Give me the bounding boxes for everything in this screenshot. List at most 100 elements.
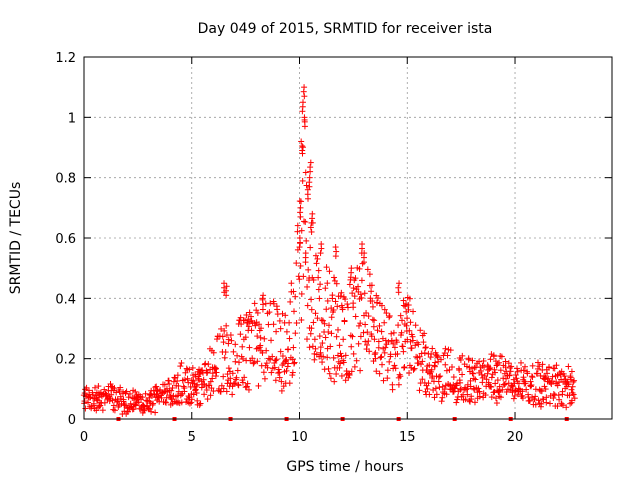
data-point bbox=[302, 218, 309, 225]
x-tick-label: 15 bbox=[399, 430, 416, 445]
data-point bbox=[378, 302, 385, 309]
data-point bbox=[548, 378, 555, 385]
data-point bbox=[240, 355, 247, 362]
data-point bbox=[512, 387, 519, 394]
data-point bbox=[359, 260, 366, 267]
data-point bbox=[200, 376, 207, 383]
data-point bbox=[287, 298, 294, 305]
data-point bbox=[497, 394, 504, 401]
data-point bbox=[315, 267, 322, 274]
data-point bbox=[266, 309, 273, 316]
data-point bbox=[452, 385, 459, 392]
data-point bbox=[231, 380, 238, 387]
data-point bbox=[513, 375, 520, 382]
data-point bbox=[326, 370, 333, 377]
data-point bbox=[223, 283, 230, 290]
data-point bbox=[401, 364, 408, 371]
data-point bbox=[444, 352, 451, 359]
y-tick-label: 0.6 bbox=[55, 232, 76, 247]
data-point bbox=[82, 405, 89, 412]
data-point bbox=[459, 371, 466, 378]
data-point bbox=[291, 359, 298, 366]
data-point bbox=[322, 285, 329, 292]
data-point bbox=[255, 382, 262, 389]
data-point bbox=[221, 327, 228, 334]
data-point bbox=[450, 374, 457, 381]
data-point bbox=[426, 391, 433, 398]
data-point bbox=[294, 228, 301, 235]
data-point bbox=[299, 108, 306, 115]
data-point bbox=[259, 349, 266, 356]
data-point bbox=[85, 399, 92, 406]
data-point bbox=[559, 391, 566, 398]
data-point bbox=[411, 365, 418, 372]
data-point bbox=[188, 399, 195, 406]
data-point bbox=[213, 369, 220, 376]
data-point bbox=[286, 335, 293, 342]
data-point bbox=[467, 377, 474, 384]
data-point bbox=[421, 330, 428, 337]
data-point bbox=[248, 313, 255, 320]
data-point bbox=[186, 366, 193, 373]
data-point bbox=[192, 386, 199, 393]
data-point bbox=[350, 350, 357, 357]
data-point bbox=[201, 391, 208, 398]
data-point bbox=[272, 377, 279, 384]
data-point bbox=[263, 360, 270, 367]
data-point bbox=[239, 379, 246, 386]
data-point bbox=[468, 393, 475, 400]
data-point bbox=[393, 339, 400, 346]
data-point bbox=[217, 388, 224, 395]
data-point bbox=[286, 319, 293, 326]
data-point bbox=[258, 325, 265, 332]
data-point bbox=[344, 304, 351, 311]
data-point bbox=[331, 274, 338, 281]
data-point bbox=[368, 333, 375, 340]
data-point bbox=[496, 387, 503, 394]
data-point bbox=[204, 369, 211, 376]
data-point bbox=[556, 396, 563, 403]
y-axis-label: SRMTID / TECUs bbox=[8, 182, 24, 295]
data-point bbox=[308, 296, 315, 303]
data-points bbox=[80, 84, 578, 418]
data-point bbox=[502, 381, 509, 388]
data-point bbox=[374, 327, 381, 334]
data-point bbox=[565, 363, 572, 370]
data-point bbox=[276, 369, 283, 376]
data-point bbox=[81, 398, 88, 405]
data-point bbox=[197, 400, 204, 407]
data-point bbox=[210, 388, 217, 395]
data-point bbox=[510, 376, 517, 383]
data-point bbox=[426, 362, 433, 369]
data-point bbox=[253, 345, 260, 352]
data-point bbox=[327, 343, 334, 350]
data-point bbox=[372, 355, 379, 362]
data-point bbox=[534, 365, 541, 372]
data-point bbox=[525, 391, 532, 398]
data-point bbox=[196, 370, 203, 377]
data-point bbox=[478, 367, 485, 374]
data-point bbox=[431, 394, 438, 401]
data-point bbox=[185, 379, 192, 386]
data-point bbox=[149, 401, 156, 408]
data-point bbox=[225, 336, 232, 343]
data-point bbox=[537, 403, 544, 410]
data-point bbox=[311, 336, 318, 343]
data-point bbox=[139, 394, 146, 401]
data-point bbox=[120, 398, 127, 405]
data-point bbox=[236, 359, 243, 366]
data-point bbox=[174, 372, 181, 379]
data-point bbox=[501, 381, 508, 388]
data-point bbox=[534, 370, 541, 377]
data-point bbox=[325, 328, 332, 335]
data-point bbox=[568, 386, 575, 393]
data-point bbox=[175, 382, 182, 389]
data-point bbox=[316, 333, 323, 340]
data-point bbox=[403, 300, 410, 307]
data-point bbox=[441, 386, 448, 393]
data-point bbox=[181, 385, 188, 392]
data-point bbox=[315, 286, 322, 293]
data-point bbox=[265, 355, 272, 362]
data-point bbox=[261, 375, 268, 382]
data-point bbox=[212, 373, 219, 380]
